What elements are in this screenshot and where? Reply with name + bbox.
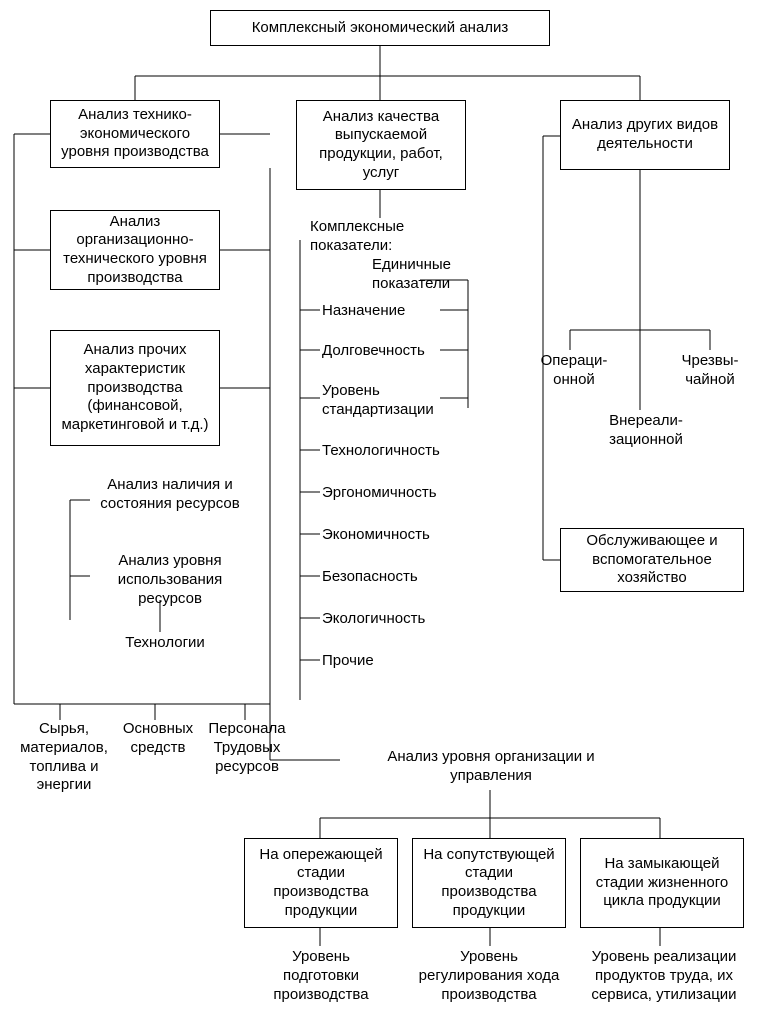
- org-stage2-box: На сопутствующей стадии производства про…: [412, 838, 566, 928]
- org-stage2-leaf: Уровень регулирования хода производства: [416, 948, 562, 1004]
- org-stage3-leaf: Уровень реализации продуктов труда, их с…: [572, 948, 756, 1004]
- diagram-canvas: Комплексный экономический анализ Анализ …: [0, 0, 763, 1021]
- right-kid-a: Операци-онной: [534, 352, 614, 390]
- left-leaf-a: Сырья, материалов, топлива и энергии: [14, 720, 114, 795]
- left-leaf-b: Основных средств: [118, 720, 198, 758]
- left-b3: Анализ прочих характеристик производства…: [50, 330, 220, 446]
- mid-item-4: Эргономичность: [322, 484, 437, 503]
- mid-item-8: Прочие: [322, 652, 374, 671]
- root-box: Комплексный экономический анализ: [210, 10, 550, 46]
- mid-head: Анализ качества выпускаемой продукции, р…: [296, 100, 466, 190]
- left-leaf-c: Персонала Трудовых ресурсов: [202, 720, 292, 776]
- mid-item-1: Долговечность: [322, 342, 425, 361]
- mid-group: Комплексные показатели:: [310, 218, 470, 256]
- left-b1: Анализ технико-экономического уровня про…: [50, 100, 220, 168]
- right-head: Анализ других видов деятельности: [560, 100, 730, 170]
- mid-item-2: Уровень стандартизации: [322, 382, 462, 420]
- org-head: Анализ уровня организации и управления: [346, 748, 636, 786]
- mid-item-5: Экономичность: [322, 526, 430, 545]
- left-res1: Анализ наличия и состояния ресурсов: [90, 476, 250, 514]
- mid-item-6: Безопасность: [322, 568, 418, 587]
- left-res2: Анализ уровня использования ресурсов: [90, 552, 250, 608]
- left-b2: Анализ организационно-технического уровн…: [50, 210, 220, 290]
- mid-item-7: Экологичность: [322, 610, 425, 629]
- org-stage1-leaf: Уровень подготовки производства: [254, 948, 388, 1004]
- right-kid-c: Внереали-зационной: [596, 412, 696, 450]
- mid-sub: Единичные показатели: [372, 256, 492, 294]
- left-tech: Технологии: [110, 634, 220, 653]
- mid-item-3: Технологичность: [322, 442, 440, 461]
- right-kid-b: Чрезвы-чайной: [670, 352, 750, 390]
- mid-item-0: Назначение: [322, 302, 405, 321]
- org-stage3-box: На замыкающей стадии жизненного цикла пр…: [580, 838, 744, 928]
- org-stage1-box: На опережающей стадии производства проду…: [244, 838, 398, 928]
- right-extra: Обслуживающее и вспомогательное хозяйств…: [560, 528, 744, 592]
